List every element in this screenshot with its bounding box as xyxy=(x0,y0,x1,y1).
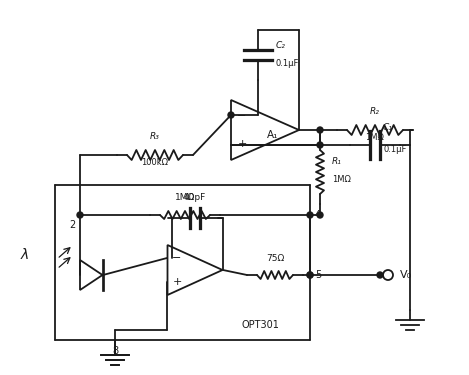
Text: 0.1μF: 0.1μF xyxy=(383,146,406,154)
Text: 1MΩ: 1MΩ xyxy=(332,176,351,184)
Text: 1MΩ: 1MΩ xyxy=(365,133,385,142)
Circle shape xyxy=(228,112,234,118)
Text: λ: λ xyxy=(21,248,29,262)
Circle shape xyxy=(307,272,313,278)
Text: −: − xyxy=(237,111,247,121)
Text: +: + xyxy=(237,139,247,149)
Text: A₁: A₁ xyxy=(267,130,279,140)
Text: 100kΩ: 100kΩ xyxy=(142,158,168,167)
Text: 40pF: 40pF xyxy=(184,193,206,202)
Text: C₂: C₂ xyxy=(276,40,286,50)
Text: 5: 5 xyxy=(315,270,321,280)
Text: 4: 4 xyxy=(315,210,321,220)
Text: 8: 8 xyxy=(112,346,118,356)
Text: 2: 2 xyxy=(69,220,75,230)
Circle shape xyxy=(317,142,323,148)
Text: −: − xyxy=(172,253,182,263)
Circle shape xyxy=(77,212,83,218)
Circle shape xyxy=(317,127,323,133)
Text: V₀: V₀ xyxy=(400,270,412,280)
Text: R₁: R₁ xyxy=(332,158,342,166)
Circle shape xyxy=(377,272,383,278)
Circle shape xyxy=(307,272,313,278)
Text: OPT301: OPT301 xyxy=(241,320,279,330)
Text: 75Ω: 75Ω xyxy=(266,254,284,263)
Circle shape xyxy=(307,212,313,218)
Text: 0.1μF: 0.1μF xyxy=(276,58,299,68)
Text: 1MΩ: 1MΩ xyxy=(175,193,195,202)
Text: R₂: R₂ xyxy=(370,107,380,116)
Text: +: + xyxy=(172,277,182,287)
Circle shape xyxy=(317,212,323,218)
Text: R₃: R₃ xyxy=(150,132,160,141)
Text: C₁: C₁ xyxy=(383,123,393,132)
